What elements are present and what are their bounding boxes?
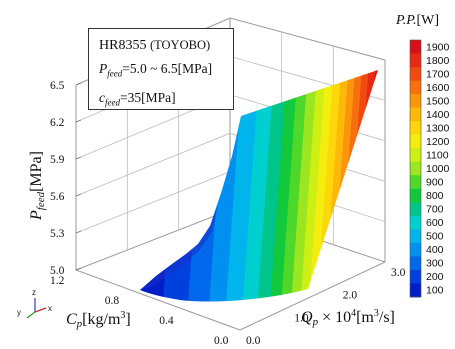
- z-axis-label: Pfeed[MPa]: [28, 151, 47, 221]
- z-tick-label: 6.5: [50, 80, 65, 92]
- colorbar-swatch: [410, 53, 421, 68]
- surface-band: [307, 70, 337, 302]
- colorbar-swatch: [410, 148, 421, 163]
- colorbar-tick-label: 1200: [426, 136, 450, 148]
- z-tick-label: 6.2: [50, 117, 65, 129]
- z-tick-mark: [75, 156, 82, 160]
- axis-triad: z x y: [17, 288, 52, 319]
- colorbar-tick-label: 1300: [426, 122, 450, 134]
- surface-band: [279, 70, 311, 302]
- colorbar-tick-label: 1500: [426, 95, 450, 107]
- colorbar-swatch: [410, 269, 421, 284]
- qp-axis-ticks: 0.0 1.0 2.0 3.0: [246, 267, 406, 347]
- c-feed-value: =35[MPa]: [120, 89, 176, 105]
- z-tick-label: 5.0: [50, 265, 65, 277]
- colorbar-swatch: [410, 256, 421, 271]
- p-feed-sub: feed: [107, 68, 123, 79]
- colorbar-tick-label: 1400: [426, 109, 450, 121]
- colorbar-swatch: [410, 107, 421, 122]
- colorbar-tick-label: 100: [426, 285, 444, 297]
- z-tick-mark: [75, 267, 82, 271]
- cp-axis-label: Cp[kg/m3]: [66, 310, 131, 330]
- colorbar-tick-label: 500: [426, 231, 444, 243]
- surface-band: [256, 70, 290, 302]
- maker-name: (TOYOBO): [149, 38, 211, 52]
- qp-tick-label: 1.0: [294, 312, 309, 324]
- colorbar-swatch: [410, 161, 421, 176]
- p-feed-range: =5.0 ~ 6.5[MPa]: [122, 61, 213, 76]
- c-feed-symbol: c: [99, 89, 105, 105]
- z-tick-mark: [75, 119, 82, 123]
- z-tick-label: 5.6: [50, 191, 65, 203]
- triad-y: y: [17, 308, 21, 317]
- colorbar-swatch: [410, 67, 421, 81]
- cp-tick-label: 0.8: [105, 295, 120, 307]
- colorbar-swatch: [410, 283, 421, 298]
- p-feed-symbol: P: [99, 61, 108, 76]
- z-tick-mark: [75, 193, 82, 197]
- surface-band: [290, 70, 320, 302]
- cp-axis-ticks: 0.0 0.4 0.8 1.2: [50, 275, 229, 347]
- z-tick-mark: [75, 230, 82, 234]
- colorbar-tick-label: 700: [426, 204, 444, 216]
- qp-tick-label: 3.0: [391, 267, 406, 279]
- colorbar-swatch: [410, 121, 421, 136]
- qp-tick-label: 2.0: [343, 290, 358, 302]
- z-tick-label: 5.3: [50, 228, 65, 240]
- colorbar-swatch: [410, 202, 421, 217]
- cp-tick-label: 0.4: [159, 315, 174, 327]
- z-tick-mark: [75, 82, 82, 86]
- colorbar-tick-label: 1700: [426, 68, 450, 80]
- z-axis-ticks: 5.0 5.3 5.6 5.9 6.2 6.5: [50, 80, 82, 277]
- triad-x: x: [48, 304, 52, 313]
- cp-tick-label: 0.0: [214, 335, 229, 347]
- surface-band: [299, 70, 329, 302]
- colorbar-tick-label: 1800: [426, 55, 450, 67]
- colorbar-swatch: [410, 134, 421, 149]
- colorbar-label: P.P.[W]: [395, 13, 439, 28]
- surface-band: [269, 70, 301, 302]
- colorbar-tick-label: 400: [426, 244, 444, 256]
- colorbar-swatch: [410, 94, 421, 109]
- colorbar-tick-label: 800: [426, 190, 444, 202]
- colorbar-tick-label: 600: [426, 217, 444, 229]
- colorbar-swatch: [410, 175, 421, 190]
- c-feed-sub: feed: [105, 97, 120, 108]
- colorbar-tick-label: 1000: [426, 163, 450, 175]
- colorbar-tick-label: 1100: [426, 149, 449, 161]
- qp-axis-label: Qp × 104[m3/s]: [301, 308, 395, 328]
- colorbar-swatch: [410, 229, 421, 244]
- colorbar-tick-label: 1900: [426, 41, 450, 53]
- material-name: HR8355: [99, 38, 147, 53]
- colorbar-swatch: [410, 242, 421, 257]
- triad-z: z: [32, 288, 36, 297]
- colorbar-tick-label: 1600: [426, 82, 450, 94]
- colorbar-swatch: [410, 188, 421, 203]
- info-box: HR8355 (TOYOBO) Pfeed=5.0 ~ 6.5[MPa] cfe…: [88, 28, 234, 110]
- colorbar-tick-label: 200: [426, 271, 444, 283]
- colorbar-swatch: [410, 40, 421, 54]
- colorbar-tick-label: 300: [426, 258, 444, 270]
- surface-band: [241, 70, 277, 302]
- z-tick-label: 5.9: [50, 154, 65, 166]
- qp-tick-label: 0.0: [246, 335, 261, 347]
- colorbar-swatch: [410, 80, 421, 95]
- colorbar-swatch: [410, 215, 421, 230]
- cp-tick-label: 1.2: [50, 275, 65, 287]
- colorbar-tick-label: 900: [426, 177, 444, 189]
